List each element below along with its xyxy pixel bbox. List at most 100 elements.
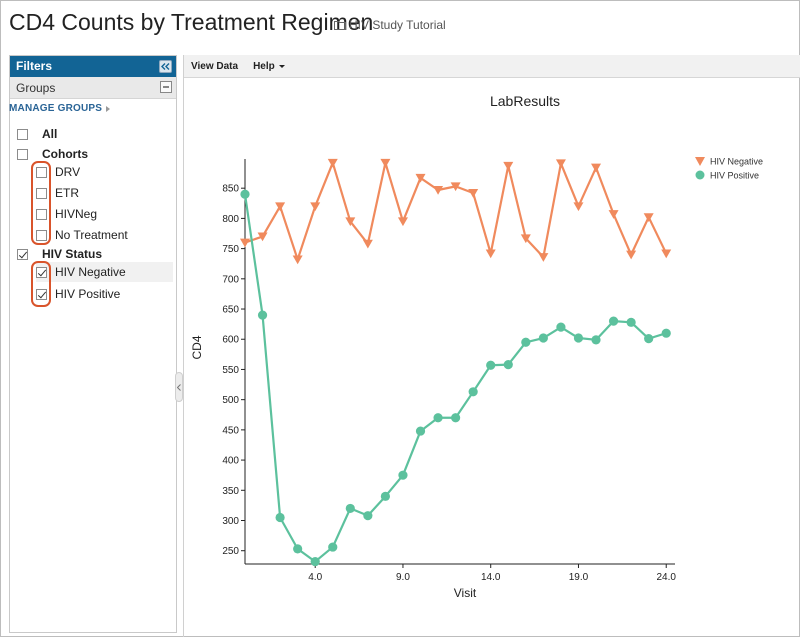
manage-groups-link[interactable]: MANAGE GROUPS [9,99,176,114]
facet-row-no-treatment[interactable]: No Treatment [36,225,173,245]
groups-bar: Groups [10,77,176,99]
data-point [345,503,355,514]
view-data-button[interactable]: View Data [191,61,238,72]
help-menu-button[interactable]: Help [253,61,285,72]
folder-link[interactable]: HIV Study Tutorial [334,18,446,32]
data-point [486,360,496,370]
data-point [275,512,285,523]
facet-row-drv[interactable]: DRV [36,162,173,182]
x-tick-label: 4.0 [308,572,322,583]
data-point [643,213,654,222]
facet-checkbox[interactable] [36,208,47,220]
filters-title: Filters [16,59,53,73]
data-point [328,542,338,552]
facet-checkbox[interactable] [36,266,47,278]
main-panel: View Data Help LabResults 250 300 350 400 450… [183,55,800,637]
facet-row-hiv-status[interactable]: HIV Status [17,244,173,264]
facet-checkbox[interactable] [17,248,28,260]
facet-label: HIV Status [42,247,103,261]
y-tick-label: 850 [222,184,239,195]
legend-label: HIV Positive [710,171,759,181]
data-point [503,360,513,370]
facet-label: Cohorts [42,147,88,161]
facet-checkbox[interactable] [36,187,47,199]
data-point [608,210,619,219]
data-point [310,556,320,567]
data-point [310,202,321,212]
facet-label: HIVNeg [55,207,98,221]
groups-label: Groups [16,81,56,95]
data-point [450,182,461,192]
facet-checkbox[interactable] [36,229,47,241]
data-point [433,186,444,195]
folder-link-label: HIV Study Tutorial [349,18,446,32]
x-tick-label: 19.0 [569,572,589,583]
facet-label: DRV [55,165,81,179]
facet-checkbox[interactable] [17,128,28,140]
y-tick-label: 800 [222,214,239,225]
facet-checkbox[interactable] [17,148,28,160]
facet-label: HIV Negative [55,265,126,279]
legend-marker [695,170,705,180]
facet-row-etr[interactable]: ETR [36,183,173,203]
y-tick-label: 700 [222,274,239,285]
filters-header: Filters [10,56,176,77]
data-point [240,238,250,248]
groups-collapse-button[interactable] [160,81,172,93]
chart-title: LabResults [490,93,560,109]
data-point [362,239,373,249]
data-point [591,335,601,345]
data-point [573,202,584,212]
data-point [468,189,479,198]
y-tick-label: 250 [222,546,239,557]
filters-panel: Filters Groups MANAGE GROUPS [9,55,177,633]
data-point [451,413,461,423]
data-point [257,232,268,242]
facet-checkbox[interactable] [36,166,47,178]
facet-label: ETR [55,186,79,200]
data-point [626,250,637,260]
facet-row-hiv-negative[interactable]: HIV Negative [36,262,173,282]
hiv-status-highlight-outline [31,261,51,307]
minus-icon [163,86,169,88]
data-point [327,158,338,168]
data-point [257,310,268,320]
panel-splitter-handle[interactable] [175,372,183,402]
page-header: CD4 Counts by Treatment Regimen HIV Stud… [1,1,800,51]
data-point [538,333,548,343]
data-point [608,316,619,326]
x-tick-label: 14.0 [481,572,501,583]
chevron-left-icon [177,383,181,391]
collapse-panel-button[interactable] [159,60,172,73]
data-point [433,413,443,423]
y-tick-label: 500 [222,395,239,406]
facet-checkbox[interactable] [36,288,47,300]
data-point [556,322,566,332]
facet-row-all[interactable]: All [17,124,173,144]
help-label: Help [253,60,275,72]
facet-label: HIV Positive [55,287,121,301]
legend-label: HIV Negative [710,157,763,167]
facet-row-hiv-positive[interactable]: HIV Positive [36,284,173,304]
series-line-hiv-positive [243,194,667,563]
report-toolbar: View Data Help [184,55,800,78]
data-point [644,334,654,344]
facet-label: No Treatment [55,228,128,242]
data-point [555,159,566,169]
cohorts-highlight-outline [31,161,51,245]
data-point [661,249,672,259]
data-point [485,249,496,259]
view-data-label: View Data [191,60,239,72]
page-title: CD4 Counts by Treatment Regimen [9,9,374,35]
data-point [380,158,391,168]
data-point [363,511,373,521]
facet-row-cohorts[interactable]: Cohorts [17,144,173,164]
data-point [415,426,426,436]
data-point [397,217,408,227]
data-point [538,253,549,262]
caret-right-icon [106,105,111,112]
facet-row-hivneg[interactable]: HIVNeg [36,204,173,224]
data-point [503,161,514,171]
y-tick-label: 450 [222,425,239,436]
y-tick-label: 350 [222,486,239,497]
